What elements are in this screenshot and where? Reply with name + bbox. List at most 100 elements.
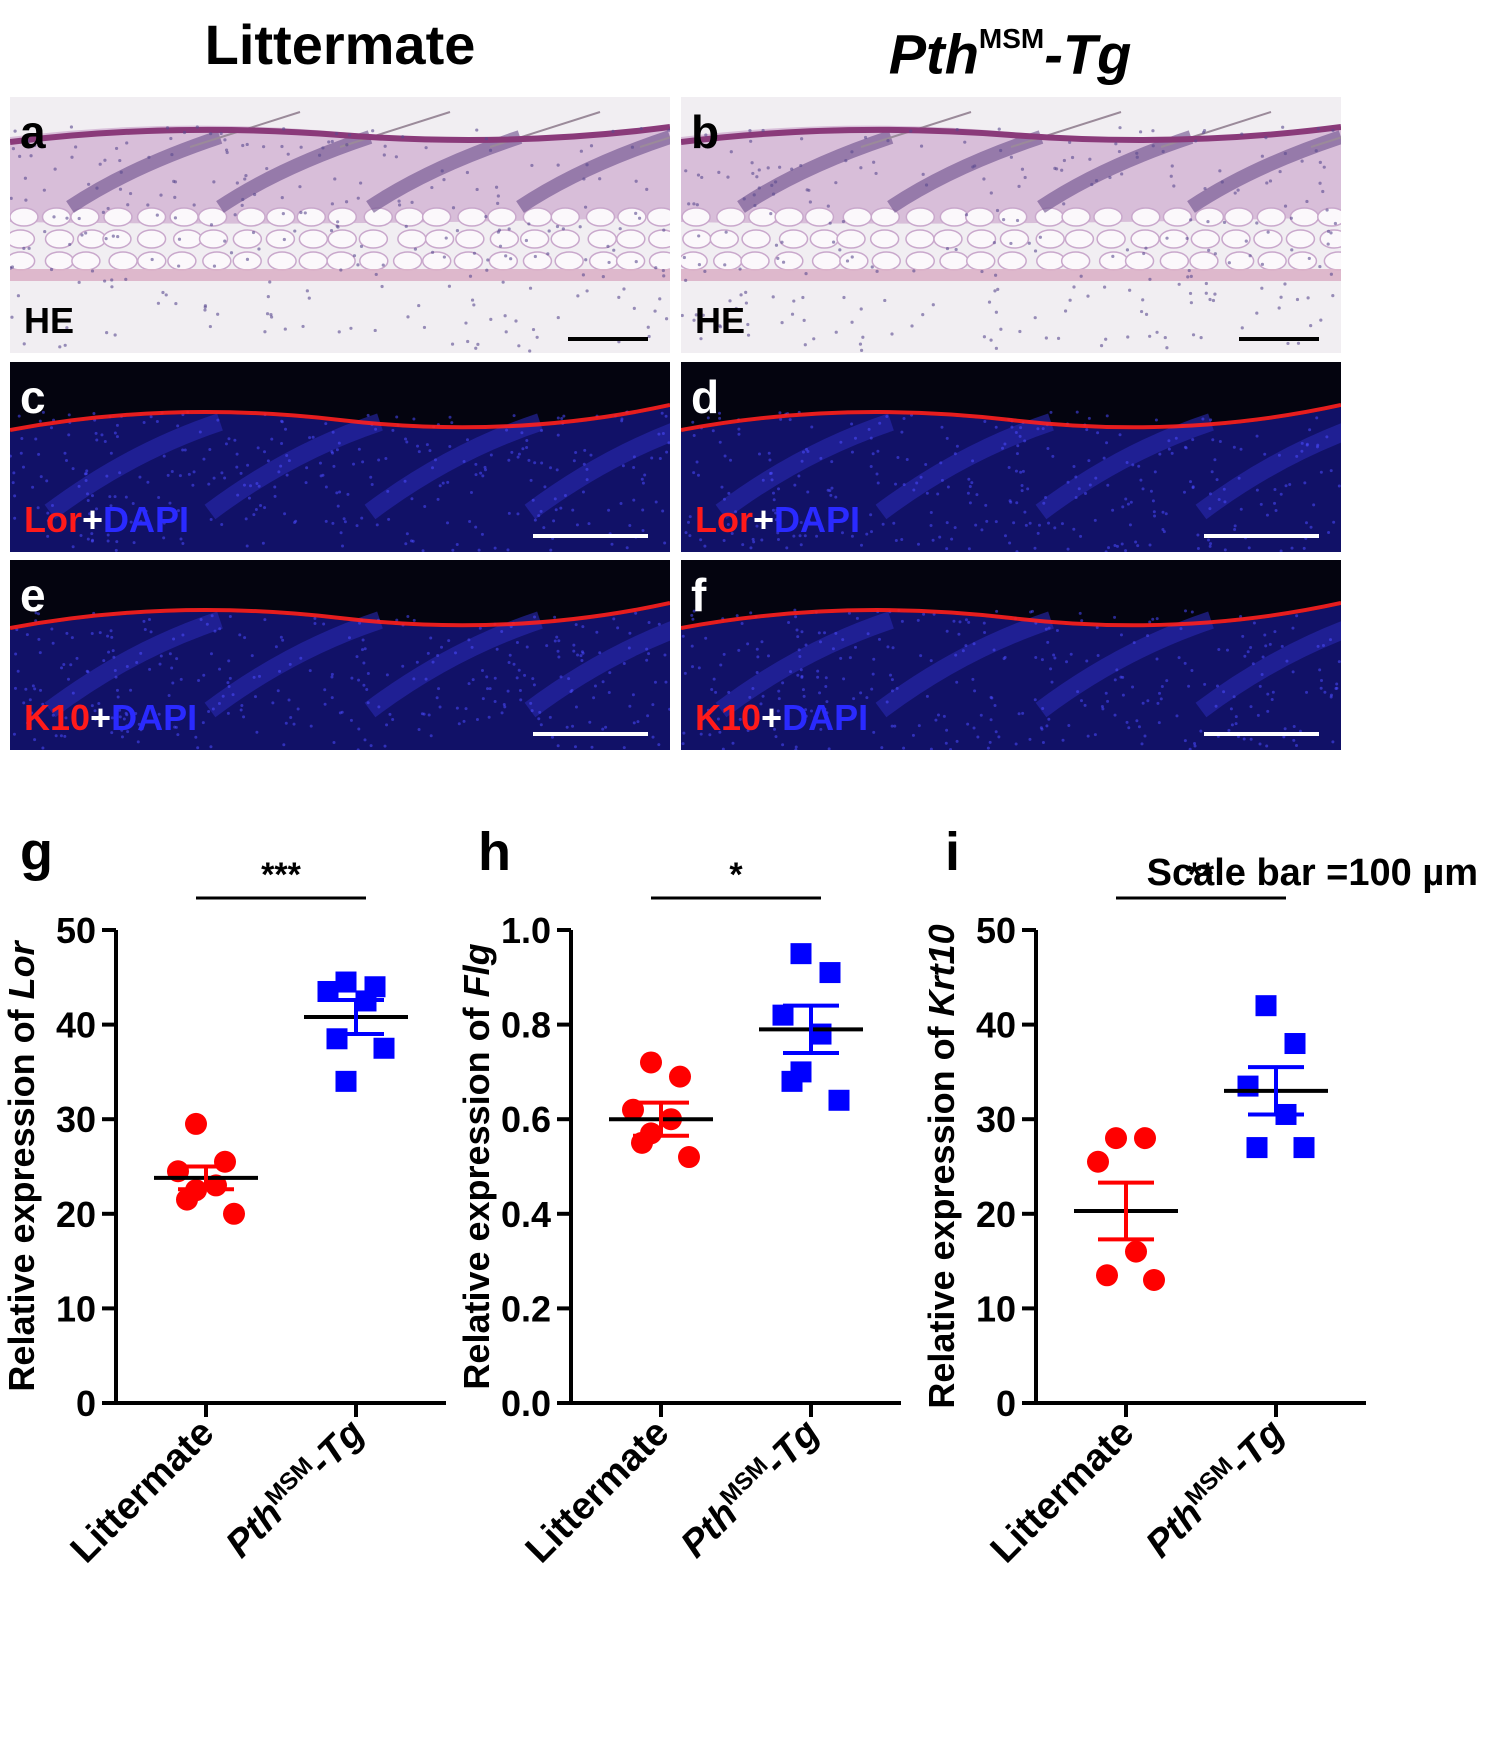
panel-label-a: a (20, 106, 46, 158)
stain-label-part: Lor (695, 499, 753, 540)
y-axis-label-prefix: Relative expression of (1, 999, 42, 1391)
y-tick-label: 0.8 (501, 1005, 551, 1046)
chart-panel-i: i 0 10 20 30 40 50 Relative expression of Krt10… (920, 825, 1400, 1746)
micrograph-panel-d: d Lor+DAPI (681, 362, 1341, 552)
stain-label-part: DAPI (774, 499, 861, 540)
stain-label-f: K10+DAPI (695, 700, 868, 736)
chart-svg-g: 0 10 20 30 40 50 Relative expression of Lor Lit… (1, 856, 446, 1572)
stain-label-part: DAPI (111, 697, 198, 738)
data-point (772, 1004, 794, 1026)
data-point (317, 980, 339, 1002)
data-point (335, 1070, 357, 1092)
y-axis-label-prefix: Relative expression of (921, 1016, 962, 1408)
y-axis-label: Relative expression of Lor (1, 939, 42, 1391)
y-tick-label: 50 (976, 910, 1016, 951)
data-point (640, 1122, 662, 1145)
data-point (1237, 1075, 1259, 1097)
panel-label-f: f (691, 569, 707, 621)
chart-svg-i: 0 10 20 30 40 50 Relative expression of Krt10 L… (921, 856, 1366, 1572)
y-tick-label: 30 (976, 1099, 1016, 1140)
stain-label-part: + (82, 499, 104, 540)
data-point (828, 1089, 850, 1111)
scale-bar (1204, 534, 1319, 538)
stain-label-part: + (753, 499, 775, 540)
stain-label-d: Lor+DAPI (695, 502, 860, 538)
significance-label: ** (1188, 856, 1215, 894)
scale-bar (568, 337, 648, 341)
x-category-label: Littermate (983, 1412, 1143, 1572)
stain-label-e: K10+DAPI (24, 700, 197, 736)
y-tick-label: 10 (976, 1288, 1016, 1329)
stain-label-b: HE (695, 303, 745, 339)
y-tick-label: 0.0 (501, 1383, 551, 1424)
data-point (214, 1150, 236, 1173)
y-tick-label: 0.2 (501, 1288, 551, 1329)
x-category-label: Littermate (63, 1412, 223, 1572)
column-title-transgenic: PthMSM-Tg (680, 0, 1340, 90)
y-axis-label-gene: Flg (456, 943, 497, 997)
data-point (1246, 1137, 1268, 1159)
micrograph-panel-a: a HE (10, 97, 670, 353)
stain-label-part: Lor (24, 499, 82, 540)
data-point (1255, 995, 1277, 1017)
micrograph-image-f (681, 560, 1341, 750)
data-point (1096, 1264, 1118, 1287)
data-point (185, 1112, 207, 1135)
chart-panel-h: h 0.0 0.2 0.4 0.6 0.8 1.0 Relative expression o… (455, 825, 935, 1746)
y-tick-label: 50 (56, 910, 96, 951)
panel-label-g: g (20, 822, 53, 882)
micrograph-panel-f: f K10+DAPI (681, 560, 1341, 750)
scale-bar (533, 534, 648, 538)
data-point (1105, 1127, 1127, 1150)
panel-label-d: d (691, 371, 720, 423)
x-category-label: PthMSM-Tg (1137, 1410, 1293, 1566)
y-tick-label: 0.4 (501, 1194, 551, 1235)
data-point (669, 1065, 691, 1088)
y-axis-label: Relative expression of Krt10 (921, 924, 962, 1408)
column-title-littermate: Littermate (204, 13, 476, 76)
stain-label-part: K10 (695, 697, 762, 738)
y-axis-label-prefix: Relative expression of (456, 997, 497, 1389)
stain-label-part: DAPI (782, 697, 869, 738)
stain-label-part: + (761, 697, 783, 738)
data-point (223, 1202, 245, 1225)
stain-label-part: + (90, 697, 112, 738)
chart-panel-g: g 0 10 20 30 40 50 Relative expression of Lor Li… (0, 825, 480, 1746)
stain-label-part: HE (24, 300, 75, 341)
y-axis-label-gene: Lor (1, 939, 42, 999)
micrograph-image-a (10, 97, 670, 353)
data-point (678, 1146, 700, 1169)
y-tick-label: 20 (976, 1194, 1016, 1235)
data-point (1087, 1150, 1109, 1173)
scale-bar-note: Scale bar =100 µm (1146, 852, 1478, 894)
stain-label-part: HE (695, 300, 746, 341)
micrograph-panel-e: e K10+DAPI (10, 560, 670, 750)
y-tick-label: 0 (996, 1383, 1016, 1424)
micrograph-panel-b: b HE (681, 97, 1341, 353)
transgenic-title-gene: Pth (888, 22, 979, 86)
panel-label-b: b (691, 106, 720, 158)
micrograph-image-b (681, 97, 1341, 353)
y-tick-label: 20 (56, 1194, 96, 1235)
y-tick-label: 30 (56, 1099, 96, 1140)
data-point (335, 971, 357, 993)
data-point (1293, 1137, 1315, 1159)
significance-label: * (729, 856, 743, 894)
micrograph-panel-c: c Lor+DAPI (10, 362, 670, 552)
y-tick-label: 10 (56, 1288, 96, 1329)
significance-label: *** (261, 856, 301, 894)
stain-label-a: HE (24, 303, 74, 339)
micrograph-image-e (10, 560, 670, 750)
data-point (1143, 1269, 1165, 1292)
data-point (1125, 1240, 1147, 1263)
scale-bar (533, 732, 648, 736)
panel-label-e: e (20, 569, 46, 621)
data-point (1284, 1033, 1306, 1055)
y-axis-label: Relative expression of Flg (456, 943, 497, 1389)
data-point (373, 1037, 395, 1059)
data-point (640, 1051, 662, 1074)
data-point (790, 943, 812, 965)
data-point (326, 1028, 348, 1050)
data-point (810, 1023, 832, 1045)
